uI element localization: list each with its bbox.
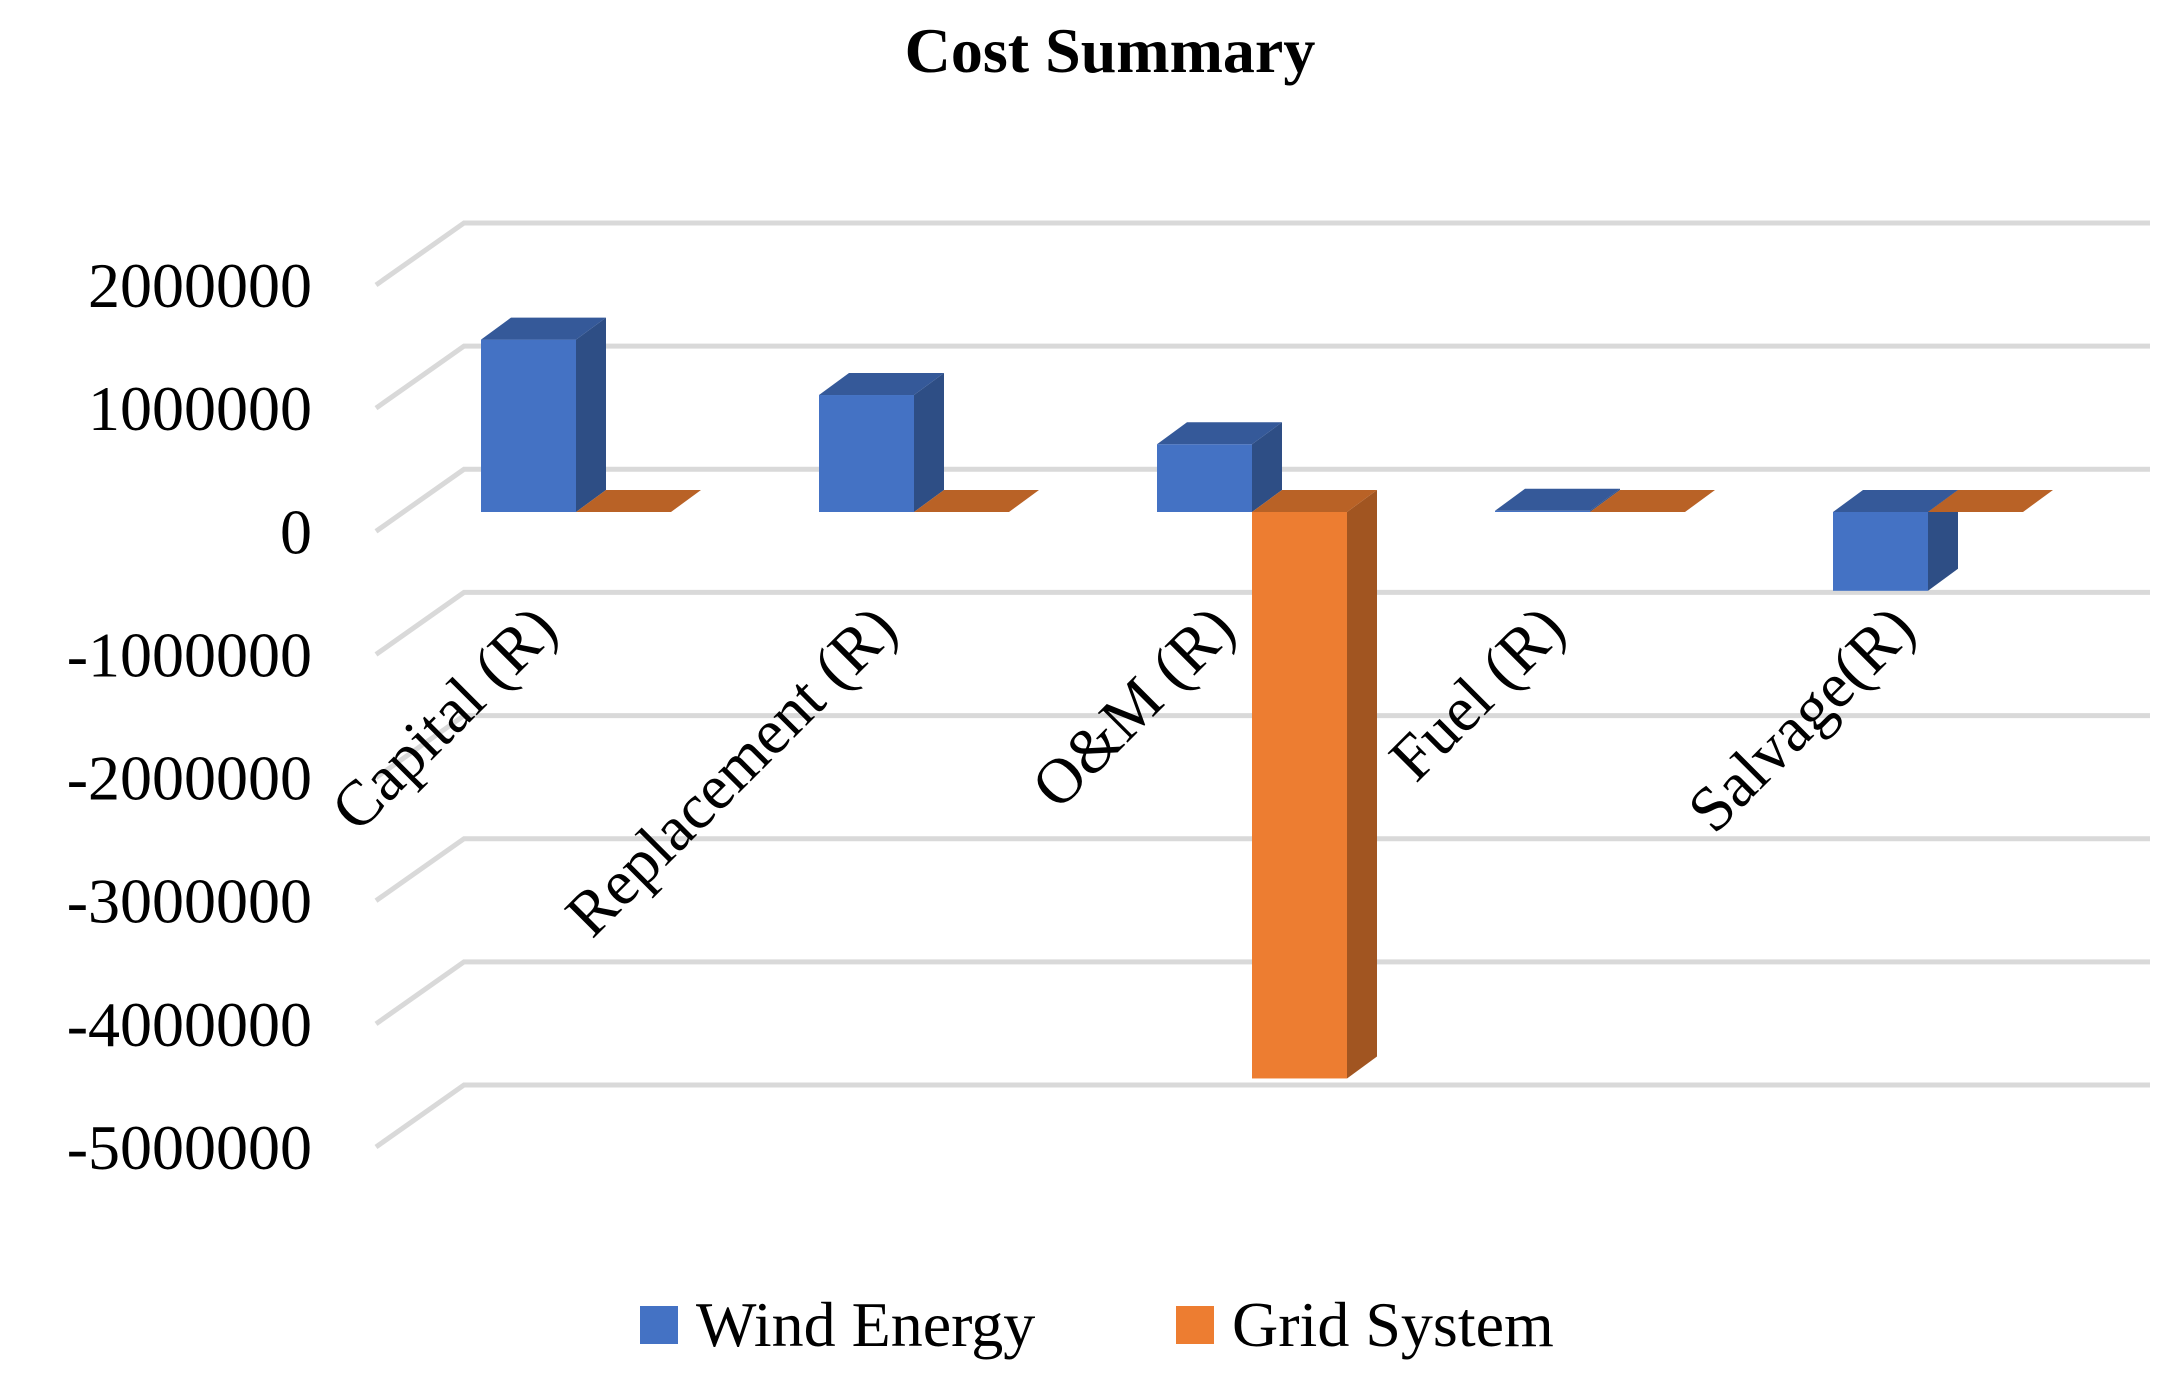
gridline xyxy=(374,466,2150,534)
bar-wind-energy-4 xyxy=(1833,490,1958,591)
y-tick-label: -1000000 xyxy=(67,619,312,690)
y-tick-label: 2000000 xyxy=(88,250,312,321)
y-tick-label: -4000000 xyxy=(67,989,312,1060)
legend-label: Grid System xyxy=(1232,1289,1554,1360)
gridline xyxy=(374,1082,2150,1150)
legend: Wind Energy Grid System xyxy=(640,1289,1554,1360)
legend-swatch xyxy=(640,1306,678,1344)
gridline xyxy=(374,589,2150,657)
y-tick-label: -2000000 xyxy=(67,743,312,814)
bar-grid-system-2 xyxy=(1252,490,1377,1079)
bar-wind-energy-1 xyxy=(819,373,944,512)
category-label: Fuel (R) xyxy=(1376,592,1578,794)
bar-wind-energy-0 xyxy=(481,317,606,512)
chart-title: Cost Summary xyxy=(905,15,1316,86)
category-labels: Capital (R)Replacement (R) O&M (R) Fuel (R… xyxy=(317,592,1928,950)
legend-swatch xyxy=(1176,1306,1214,1344)
y-axis-tick-labels: 2000000 1000000 0 -1000000 -2000000 -3000000 -… xyxy=(67,250,312,1183)
bar-wind-energy-2 xyxy=(1157,422,1282,512)
category-label: Salvage(R) xyxy=(1674,592,1928,846)
category-label: O&M (R) xyxy=(1018,592,1248,822)
legend-label: Wind Energy xyxy=(696,1289,1035,1360)
y-tick-label: 1000000 xyxy=(88,373,312,444)
gridline xyxy=(374,343,2150,411)
y-tick-label: -5000000 xyxy=(67,1112,312,1183)
gridline xyxy=(374,220,2150,288)
bar-wind-energy-3 xyxy=(1495,488,1620,512)
gridline xyxy=(374,836,2150,903)
bar-grid-system-4 xyxy=(1928,490,2053,512)
bars xyxy=(481,317,2053,1079)
bar-grid-system-0 xyxy=(576,490,701,512)
y-tick-label: -3000000 xyxy=(67,866,312,937)
bar-grid-system-1 xyxy=(914,490,1039,512)
y-tick-label: 0 xyxy=(280,496,312,567)
bar-grid-system-3 xyxy=(1590,490,1715,512)
gridline xyxy=(374,713,2150,780)
gridline xyxy=(374,959,2150,1026)
category-label: Replacement (R) xyxy=(552,592,910,950)
gridlines xyxy=(374,220,2150,1150)
